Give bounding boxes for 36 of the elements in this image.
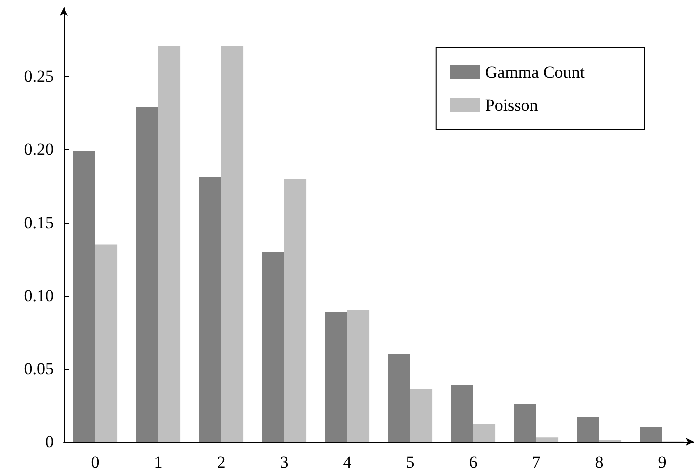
x-tick-label: 1 — [154, 453, 163, 472]
y-tick-label: 0.05 — [24, 359, 54, 378]
bar — [262, 252, 284, 442]
x-tick-label: 6 — [469, 453, 478, 472]
legend-label: Gamma Count — [485, 63, 586, 82]
bar — [73, 151, 96, 442]
bar — [158, 46, 181, 442]
x-tick-label: 9 — [658, 453, 667, 472]
x-tick-label: 7 — [532, 453, 542, 472]
bar — [410, 389, 433, 442]
bar — [577, 417, 600, 442]
y-tick-label: 0.15 — [24, 213, 54, 232]
legend-label: Poisson — [485, 96, 539, 115]
y-tick-label: 0.25 — [24, 67, 54, 86]
y-tick-label: 0.20 — [24, 140, 54, 160]
bar — [514, 404, 536, 442]
bar — [96, 244, 118, 442]
bar — [348, 310, 370, 442]
y-tick-label: 0 — [46, 432, 54, 452]
y-tick-label: 0.10 — [24, 286, 54, 306]
bar — [222, 46, 244, 442]
x-tick-label: 4 — [343, 453, 352, 472]
bar — [284, 178, 307, 442]
bar — [136, 107, 158, 442]
bar — [474, 424, 496, 442]
x-tick-label: 3 — [280, 453, 289, 472]
x-tick-label: 0 — [91, 453, 100, 472]
bar — [325, 312, 348, 442]
bar — [536, 438, 559, 442]
x-tick-label: 5 — [406, 453, 415, 472]
x-tick-label: 8 — [595, 453, 604, 472]
bar — [451, 385, 474, 442]
x-tick-label: 2 — [217, 453, 226, 472]
bar — [199, 178, 222, 442]
bar — [640, 427, 662, 442]
bar — [388, 354, 410, 442]
